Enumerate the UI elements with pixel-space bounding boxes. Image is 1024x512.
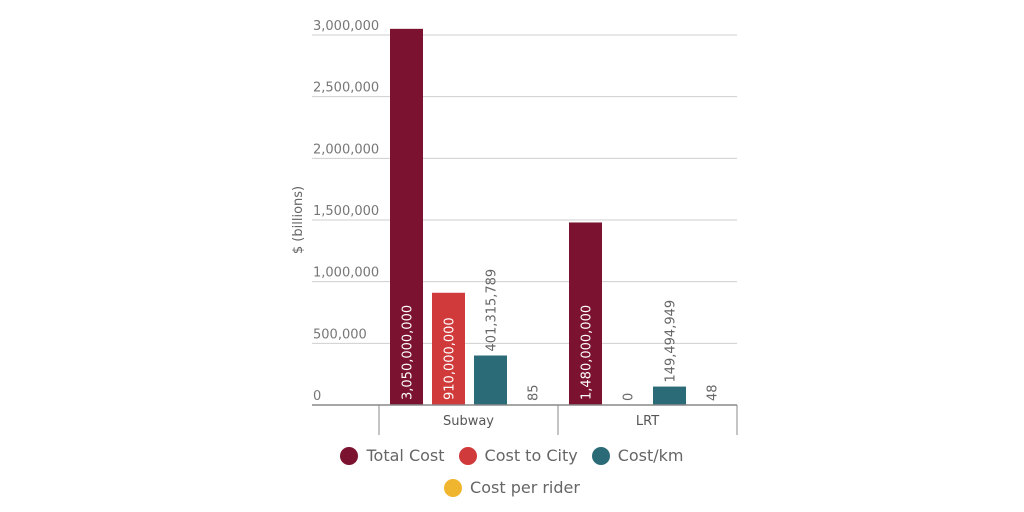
y-axis-label: $ (billions) bbox=[291, 186, 306, 254]
legend-swatch bbox=[340, 446, 359, 465]
bar bbox=[432, 292, 465, 405]
y-tick-label: 3,000,000 bbox=[313, 19, 379, 34]
data-label: 0 bbox=[622, 393, 637, 401]
legend-item: Total Cost bbox=[340, 446, 445, 465]
data-labels: 3,050,000,000 910,000,000 401,315,789 85 1,4… bbox=[401, 269, 721, 401]
bar bbox=[390, 28, 423, 405]
y-tick-label: 0 bbox=[313, 389, 321, 404]
x-tick-label: Subway bbox=[443, 414, 494, 429]
x-axis: Subway LRT bbox=[312, 404, 738, 435]
y-tick-labels: 0 500,000 1,000,000 1,500,000 2,000,000 2,500… bbox=[313, 19, 379, 404]
bar bbox=[474, 355, 507, 405]
bar bbox=[653, 386, 686, 405]
bar-chart: 0 500,000 1,000,000 1,500,000 2,000,000 2,500… bbox=[291, 19, 738, 435]
legend-swatch bbox=[591, 446, 610, 465]
data-label: 1,480,000,000 bbox=[580, 305, 595, 400]
data-label: 3,050,000,000 bbox=[401, 305, 416, 400]
y-tick-label: 2,500,000 bbox=[313, 81, 379, 96]
data-label: 48 bbox=[706, 384, 721, 401]
bar bbox=[569, 222, 602, 405]
y-tick-label: 1,500,000 bbox=[313, 204, 379, 219]
legend-row-2: Cost per rider bbox=[0, 478, 1024, 497]
data-label: 401,315,789 bbox=[485, 269, 500, 352]
data-label: 910,000,000 bbox=[443, 317, 458, 400]
y-tick-label: 500,000 bbox=[313, 327, 367, 342]
legend-label: Cost per rider bbox=[470, 478, 580, 497]
legend-item: Cost per rider bbox=[444, 478, 580, 497]
legend-label: Cost to City bbox=[484, 446, 578, 465]
x-tick-label: LRT bbox=[636, 414, 659, 429]
legend-item: Cost to City bbox=[458, 446, 578, 465]
legend-row-1: Total Cost Cost to City Cost/km bbox=[0, 446, 1024, 465]
grid-lines bbox=[312, 34, 737, 344]
data-label: 85 bbox=[527, 384, 542, 401]
y-tick-label: 2,000,000 bbox=[313, 142, 379, 157]
legend-swatch bbox=[458, 446, 477, 465]
legend-swatch bbox=[444, 478, 463, 497]
bars bbox=[390, 28, 686, 405]
legend-label: Total Cost bbox=[366, 446, 445, 465]
data-label: 149,494,949 bbox=[664, 300, 679, 383]
legend-item: Cost/km bbox=[591, 446, 684, 465]
y-tick-label: 1,000,000 bbox=[313, 266, 379, 281]
legend-label: Cost/km bbox=[617, 446, 684, 465]
